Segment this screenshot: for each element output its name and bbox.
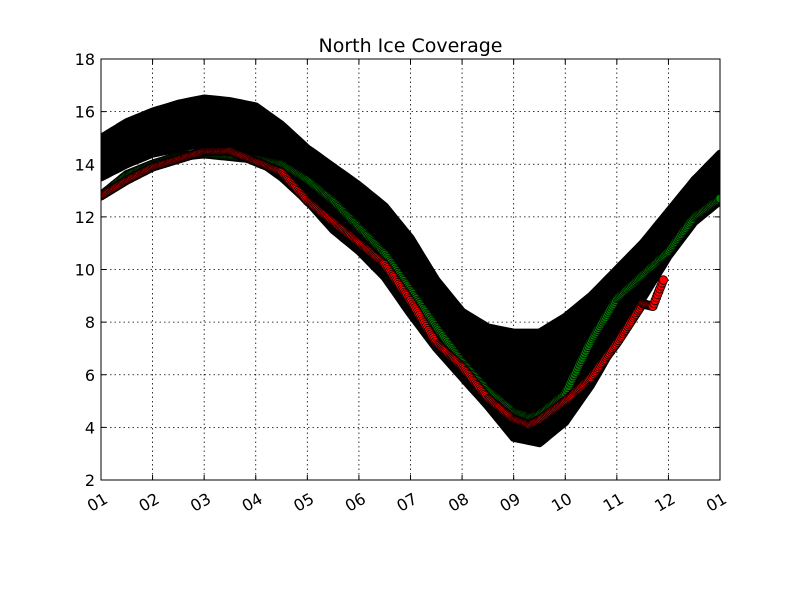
x-tick-label: 03 [187,489,214,516]
data-point [715,193,720,204]
y-tick-label: 2 [85,471,95,490]
x-tick-label: 10 [548,489,575,516]
x-tick-label: 11 [600,489,627,516]
x-tick-label: 07 [393,489,420,516]
x-tick-label: 12 [651,489,678,516]
y-tick-label: 8 [85,313,95,332]
y-tick-label: 4 [85,418,95,437]
y-tick-label: 18 [75,50,95,69]
x-tick-label: 08 [445,489,472,516]
x-tick-label: 01 [84,489,111,516]
x-tick-label: 02 [135,489,162,516]
x-tick-label: 09 [497,489,524,516]
x-tick-label: 06 [342,489,369,516]
chart-title: North Ice Coverage [319,35,503,57]
y-tick-label: 12 [75,208,95,227]
data-point [658,275,669,285]
y-tick-label: 6 [85,366,95,385]
x-tick-label: 04 [239,489,266,516]
x-tick-label: 01 [703,489,730,516]
y-tick-label: 14 [75,155,95,174]
y-tick-label: 16 [75,103,95,122]
y-tick-label: 10 [75,261,95,280]
plot-area [101,94,720,448]
series-markers [101,146,669,430]
x-tick-label: 05 [290,489,317,516]
